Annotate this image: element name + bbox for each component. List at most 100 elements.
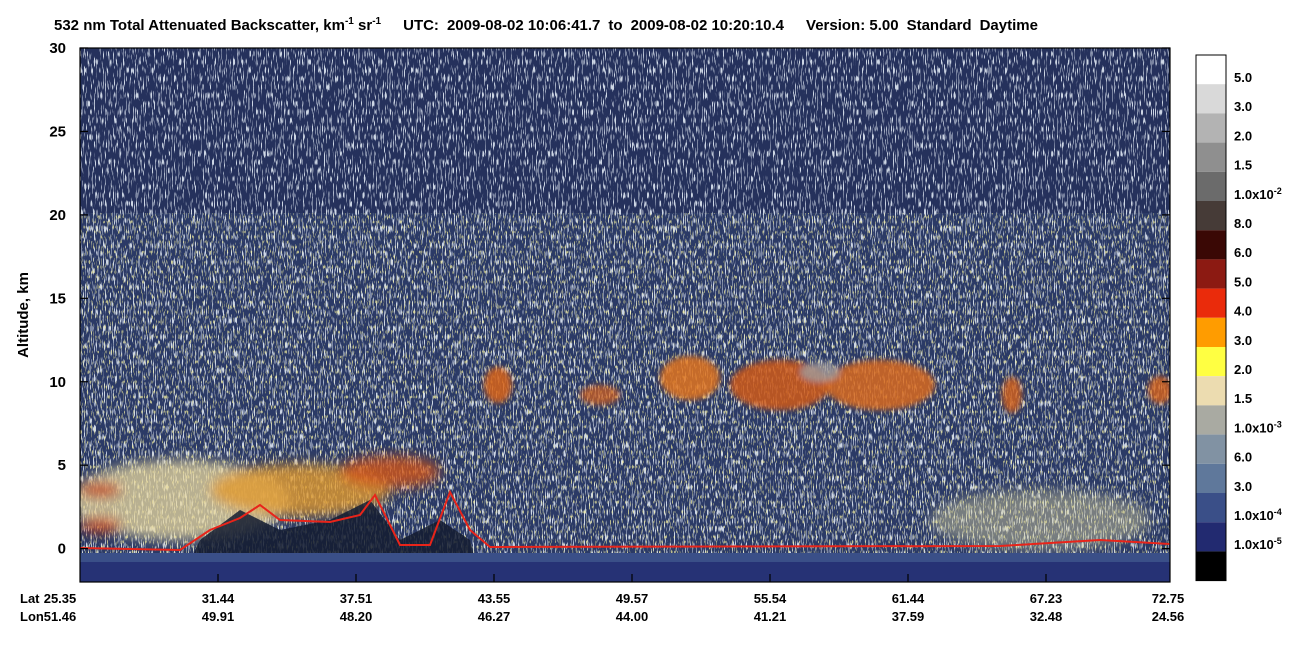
colorbar-swatch bbox=[1196, 551, 1226, 581]
lat-tick-label: 31.44 bbox=[202, 591, 235, 606]
colorbar-label: 1.5 bbox=[1234, 391, 1252, 406]
lon-tick-label: 46.27 bbox=[478, 609, 511, 624]
title-unit: sr bbox=[354, 17, 373, 34]
lat-tick-label: 72.75 bbox=[1152, 591, 1185, 606]
lon-tick-label: 44.00 bbox=[616, 609, 649, 624]
colorbar-label: 5.0 bbox=[1234, 274, 1252, 289]
title-time: Daytime bbox=[980, 17, 1038, 34]
colorbar-swatch bbox=[1196, 142, 1226, 172]
colorbar-label: 4.0 bbox=[1234, 304, 1252, 319]
colorbar-label: 5.0 bbox=[1234, 70, 1252, 85]
lat-tick-label: 55.54 bbox=[754, 591, 787, 606]
colorbar-swatch bbox=[1196, 55, 1226, 85]
colorbar-swatch bbox=[1196, 201, 1226, 231]
colorbar-swatch bbox=[1196, 522, 1226, 552]
colorbar-swatch bbox=[1196, 84, 1226, 114]
backscatter-image bbox=[80, 48, 1170, 582]
colorbar-frame bbox=[1195, 54, 1227, 582]
colorbar-swatch bbox=[1196, 113, 1226, 143]
colorbar-label-exp: -3 bbox=[1274, 419, 1282, 429]
colorbar-label: 2.0 bbox=[1234, 128, 1252, 143]
title-product: Standard bbox=[907, 17, 972, 34]
colorbar-swatch bbox=[1196, 376, 1226, 406]
y-tick-label: 0 bbox=[58, 541, 66, 558]
colorbar-label-exp: -4 bbox=[1274, 507, 1282, 517]
colorbar-label-text: 1.0x10 bbox=[1234, 537, 1274, 552]
lat-tick-label: 67.23 bbox=[1030, 591, 1063, 606]
lon-tick-label: 41.21 bbox=[754, 609, 787, 624]
y-tick-label: 30 bbox=[49, 40, 66, 57]
y-tick-label: 25 bbox=[49, 123, 66, 140]
y-tick-label: 15 bbox=[49, 290, 66, 307]
lat-tick-label: 61.44 bbox=[892, 591, 925, 606]
y-axis-label: Altitude, km bbox=[15, 272, 32, 358]
colorbar-label: 6.0 bbox=[1234, 245, 1252, 260]
colorbar-label: 1.5 bbox=[1234, 158, 1252, 173]
title-to: to bbox=[608, 17, 622, 34]
colorbar-swatch bbox=[1196, 317, 1226, 347]
colorbar-swatch bbox=[1196, 405, 1226, 435]
colorbar-label: 2.0 bbox=[1234, 362, 1252, 377]
colorbar-swatch bbox=[1196, 347, 1226, 377]
colorbar-label: 3.0 bbox=[1234, 99, 1252, 114]
lon-tick-label: 51.46 bbox=[44, 609, 77, 624]
y-tick-label: 10 bbox=[49, 374, 66, 391]
title-start: 2009-08-02 10:06:41.7 bbox=[447, 17, 600, 34]
lon-tick-label: 48.20 bbox=[340, 609, 373, 624]
y-tick-label: 20 bbox=[49, 207, 66, 224]
colorbar-label-exp: -5 bbox=[1274, 536, 1282, 546]
lon-label: Lon bbox=[20, 609, 44, 624]
y-tick-label: 5 bbox=[58, 457, 66, 474]
colorbar-label-text: 2.0 bbox=[1234, 362, 1252, 377]
lat-label: Lat bbox=[20, 591, 40, 606]
lon-tick-label: 37.59 bbox=[892, 609, 925, 624]
colorbar-label-text: 5.0 bbox=[1234, 70, 1252, 85]
colorbar-label-text: 2.0 bbox=[1234, 128, 1252, 143]
lat-tick-label: 25.35 bbox=[44, 591, 77, 606]
colorbar-label: 8.0 bbox=[1234, 216, 1252, 231]
lon-tick-label: 24.56 bbox=[1152, 609, 1185, 624]
title-end: 2009-08-02 10:20:10.4 bbox=[631, 17, 785, 34]
colorbar-label-text: 1.0x10 bbox=[1234, 420, 1274, 435]
colorbar-label: 3.0 bbox=[1234, 479, 1252, 494]
plot-frame bbox=[79, 47, 1171, 583]
title-version: Version: 5.00 bbox=[806, 17, 899, 34]
colorbar-label-text: 5.0 bbox=[1234, 274, 1252, 289]
colorbar-label: 1.0x10-5 bbox=[1234, 536, 1282, 552]
colorbar-swatch bbox=[1196, 463, 1226, 493]
colorbar-label-text: 3.0 bbox=[1234, 99, 1252, 114]
colorbar-label: 1.0x10-4 bbox=[1234, 507, 1282, 523]
colorbar-label-text: 6.0 bbox=[1234, 450, 1252, 465]
colorbar-label: 6.0 bbox=[1234, 450, 1252, 465]
colorbar-label: 3.0 bbox=[1234, 333, 1252, 348]
colorbar-label-text: 6.0 bbox=[1234, 245, 1252, 260]
colorbar-label-text: 1.5 bbox=[1234, 391, 1252, 406]
colorbar-swatch bbox=[1196, 288, 1226, 318]
colorbar-swatch bbox=[1196, 259, 1226, 289]
colorbar-label-text: 3.0 bbox=[1234, 333, 1252, 348]
colorbar-label: 1.0x10-2 bbox=[1234, 186, 1282, 202]
lat-tick-label: 43.55 bbox=[478, 591, 511, 606]
title: 532 nm Total Attenuated Backscatter, km-… bbox=[54, 16, 1038, 34]
colorbar-label-text: 1.5 bbox=[1234, 158, 1252, 173]
colorbar-label-exp: -2 bbox=[1274, 186, 1282, 196]
title-utc: UTC: bbox=[403, 17, 439, 34]
colorbar-label: 1.0x10-3 bbox=[1234, 419, 1282, 435]
colorbar-swatch bbox=[1196, 171, 1226, 201]
lon-tick-label: 32.48 bbox=[1030, 609, 1063, 624]
colorbar-swatch bbox=[1196, 230, 1226, 260]
colorbar-label-text: 1.0x10 bbox=[1234, 508, 1274, 523]
lat-tick-label: 49.57 bbox=[616, 591, 649, 606]
colorbar-swatch bbox=[1196, 434, 1226, 464]
lat-tick-label: 37.51 bbox=[340, 591, 373, 606]
title-quantity: 532 nm Total Attenuated Backscatter, km bbox=[54, 17, 345, 34]
colorbar-label-text: 3.0 bbox=[1234, 479, 1252, 494]
lon-tick-label: 49.91 bbox=[202, 609, 235, 624]
colorbar-swatch bbox=[1196, 493, 1226, 523]
colorbar-label-text: 1.0x10 bbox=[1234, 187, 1274, 202]
colorbar-label-text: 4.0 bbox=[1234, 304, 1252, 319]
title-exp: -1 bbox=[345, 16, 354, 27]
title-exp: -1 bbox=[372, 16, 381, 27]
